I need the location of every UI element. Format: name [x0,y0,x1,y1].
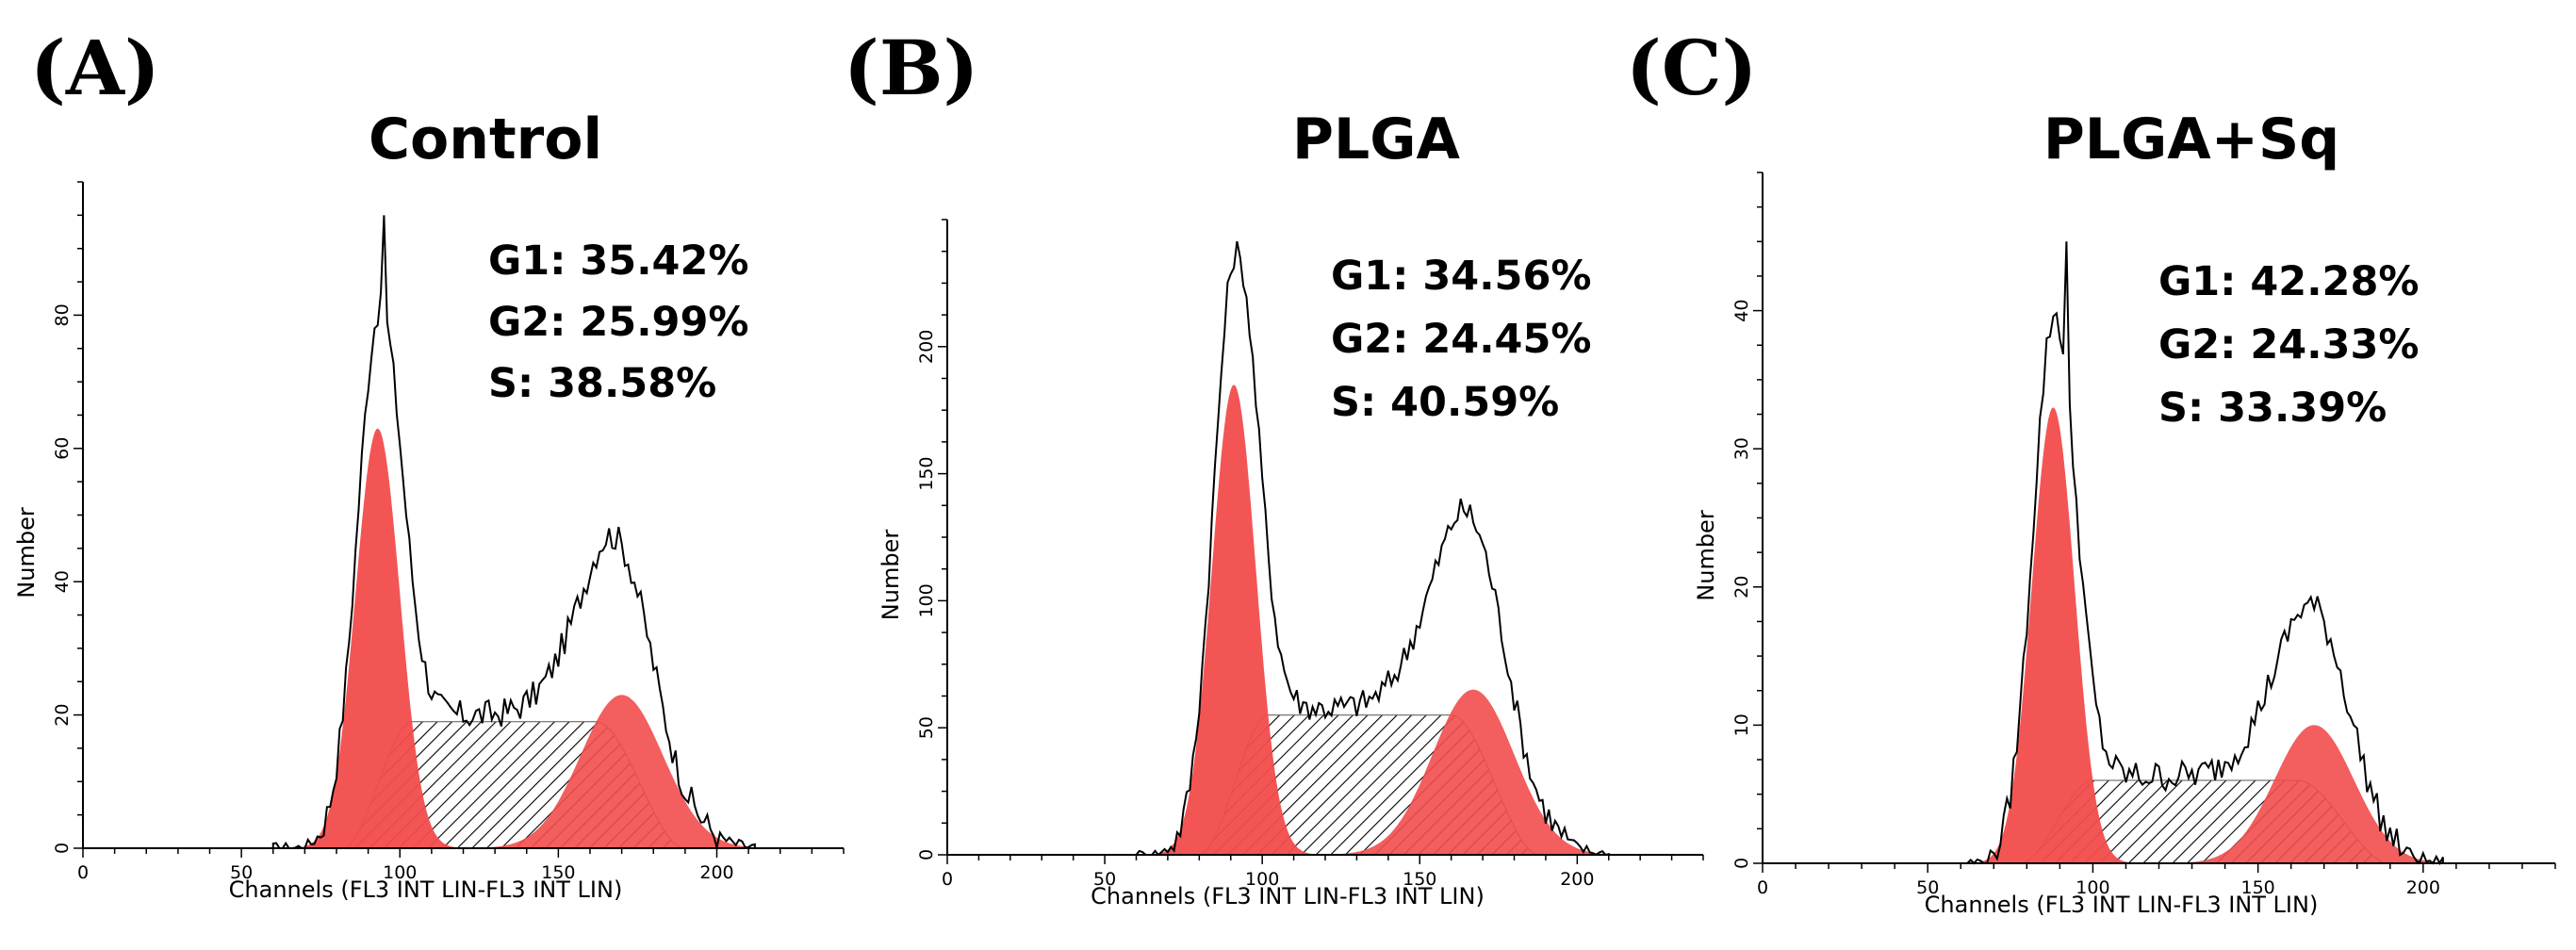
stat-g2: G2: 24.45% [1331,316,1592,363]
x-tick-label: 0 [942,869,953,890]
stat-g1: G1: 42.28% [2158,258,2420,305]
x-axis-label: Channels (FL3 INT LIN-FL3 INT LIN) [229,876,623,903]
y-axis-label: Number [1693,510,1719,601]
y-tick-label: 100 [916,583,937,617]
g1-peak [288,428,467,848]
histogram-chart: 0 50 100 150 200 0 50 100 150 200 Channels (FL3 IN… [878,219,1704,909]
panel-a: (A) Control 0 50 100 150 200 0 20 40 60 80 Channel… [0,0,845,950]
x-tick-label: 50 [1093,869,1116,890]
y-tick-label: 0 [1731,858,1752,869]
x-tick-label: 50 [1916,877,1939,898]
stat-g2: G2: 25.99% [488,299,749,346]
y-tick-label: 80 [52,303,73,326]
x-tick-label: 200 [1560,869,1594,890]
y-tick-label: 150 [916,456,937,490]
g1-peak [1145,385,1322,855]
y-tick-label: 40 [52,570,73,593]
g1-peak [1967,407,2140,863]
x-axis-label: Channels (FL3 INT LIN-FL3 INT LIN) [1925,892,2319,918]
y-tick-label: 10 [1731,713,1752,736]
stat-s: S: 38.58% [488,360,717,407]
chart-title: Control [368,106,603,172]
y-tick-label: 40 [1731,300,1752,322]
y-tick-label: 30 [1731,437,1752,460]
x-tick-label: 150 [2240,877,2274,898]
x-tick-label: 100 [383,862,417,883]
x-tick-label: 200 [699,862,733,883]
x-axis-label: Channels (FL3 INT LIN-FL3 INT LIN) [1091,883,1485,909]
y-tick-label: 20 [52,704,73,727]
y-tick-label: 0 [52,843,73,854]
g2-peak [2155,725,2473,863]
stat-s: S: 40.59% [1331,379,1560,426]
x-tick-label: 100 [2076,877,2109,898]
panel-label: (B) [844,24,979,112]
x-tick-label: 0 [77,862,89,883]
y-tick-label: 0 [916,849,937,860]
y-axis-label: Number [878,530,904,621]
histogram-chart: 0 50 100 150 200 0 20 40 60 80 Channels (FL3 INT L… [13,181,845,903]
g2-peak [456,695,787,848]
panel-label: (C) [1626,24,1758,112]
stat-s: S: 33.39% [2158,385,2387,432]
histogram-line [1135,240,1610,857]
stat-g1: G1: 35.42% [488,238,749,285]
x-tick-label: 100 [1245,869,1279,890]
histogram-line [1966,241,2444,866]
y-tick-label: 60 [52,437,73,460]
chart-title: PLGA+Sq [2043,106,2340,172]
chart-title: PLGA [1292,106,1460,172]
y-tick-label: 200 [916,330,937,364]
stat-g1: G1: 34.56% [1331,253,1592,300]
x-tick-label: 150 [541,862,575,883]
stat-g2: G2: 24.33% [2158,321,2420,369]
y-tick-label: 50 [916,716,937,739]
x-tick-label: 200 [2406,877,2440,898]
y-axis-label: Number [13,507,40,598]
panel-label: (A) [30,24,160,112]
x-tick-label: 0 [1757,877,1768,898]
g2-peak [1309,689,1637,855]
y-tick-label: 20 [1731,576,1752,598]
histogram-line [271,215,756,849]
x-tick-label: 150 [1403,869,1436,890]
x-tick-label: 50 [230,862,253,883]
